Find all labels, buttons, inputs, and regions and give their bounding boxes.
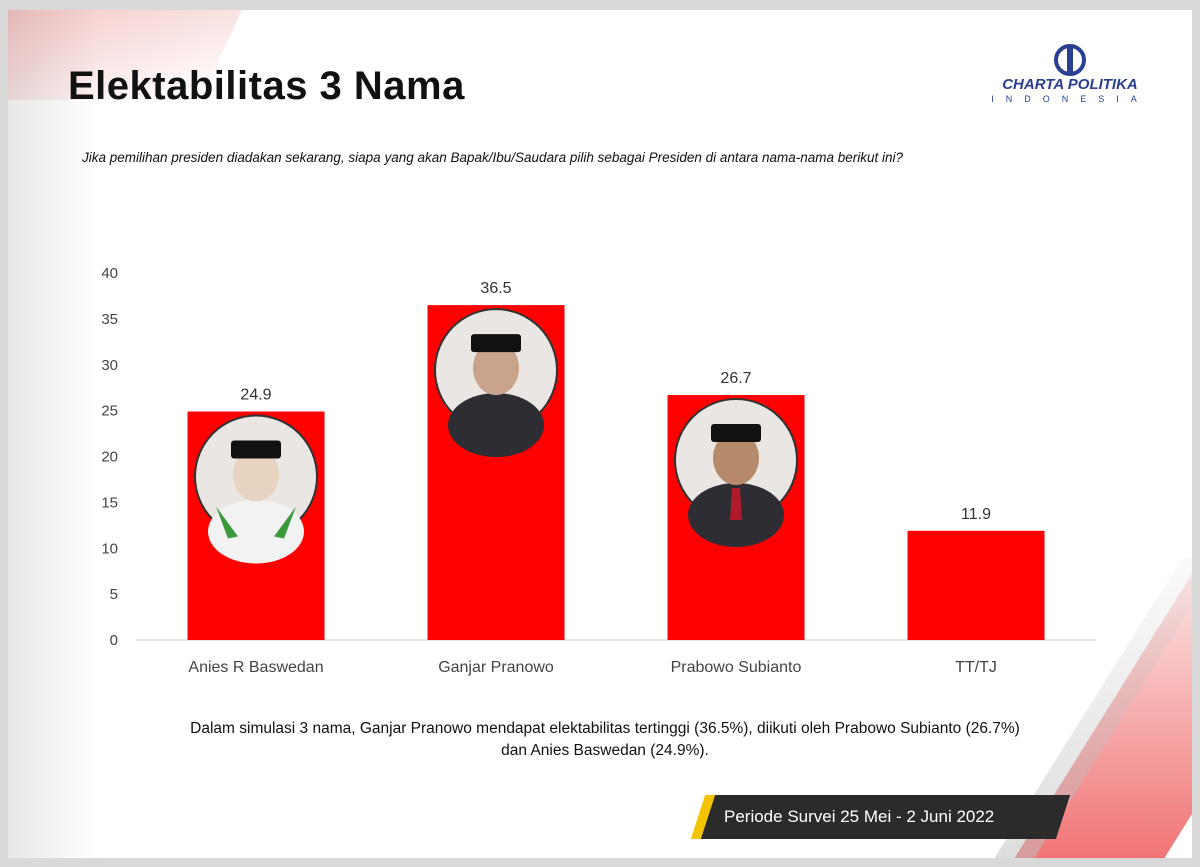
portrait-cap [231, 440, 281, 459]
y-tick-label: 15 [101, 494, 118, 511]
y-tick-label: 0 [110, 632, 118, 649]
y-tick-label: 10 [101, 540, 118, 557]
summary-text: Dalam simulasi 3 nama, Ganjar Pranowo me… [80, 718, 1130, 762]
bar-chart: 0 5 10 15 20 25 30 35 40 24.9 Anies R Baswedan 36.5… [101, 265, 1096, 676]
portrait-face [233, 447, 279, 502]
y-tick-label: 25 [101, 403, 118, 420]
portrait-scarf [216, 506, 238, 539]
portrait-cap [471, 334, 521, 353]
portrait-body [208, 499, 304, 564]
survey-question: Jika pemilihan presiden diadakan sekaran… [82, 150, 904, 165]
logo-subtitle: INDONESIA [991, 94, 1149, 104]
x-category-label: Prabowo Subianto [671, 659, 802, 676]
page-title: Elektabilitas 3 Nama [68, 64, 465, 108]
y-tick-label: 5 [110, 586, 118, 603]
bar [907, 530, 1045, 640]
y-tick-label: 35 [101, 311, 118, 328]
background-decoration [8, 10, 98, 858]
logo-emblem-icon [1054, 44, 1086, 76]
summary-line-2: dan Anies Baswedan (24.9%). [501, 742, 709, 759]
portrait-body [448, 393, 544, 458]
data-label: 26.7 [720, 370, 751, 387]
charta-politika-logo: CHARTA POLITIKA INDONESIA [985, 42, 1155, 112]
data-label: 24.9 [240, 387, 271, 404]
y-tick-label: 40 [101, 265, 118, 282]
portrait-cap [711, 424, 761, 443]
portrait-face [713, 431, 759, 486]
portrait-tie [730, 488, 742, 521]
x-category-label: TT/TJ [955, 659, 997, 676]
survey-period-banner: Periode Survei 25 Mei - 2 Juni 2022 [690, 795, 1080, 839]
summary-line-1: Dalam simulasi 3 nama, Ganjar Pranowo me… [190, 720, 1020, 737]
portrait-scarf [274, 506, 296, 539]
x-category-label: Ganjar Pranowo [438, 659, 554, 676]
logo-name: CHARTA POLITIKA [1002, 76, 1138, 93]
y-tick-label: 30 [101, 357, 118, 374]
data-label: 11.9 [961, 506, 991, 523]
x-category-label: Anies R Baswedan [188, 659, 323, 676]
data-label: 36.5 [480, 280, 511, 297]
y-tick-label: 20 [101, 449, 118, 466]
portrait-face [473, 341, 519, 396]
survey-period-label: Periode Survei 25 Mei - 2 Juni 2022 [724, 807, 995, 826]
